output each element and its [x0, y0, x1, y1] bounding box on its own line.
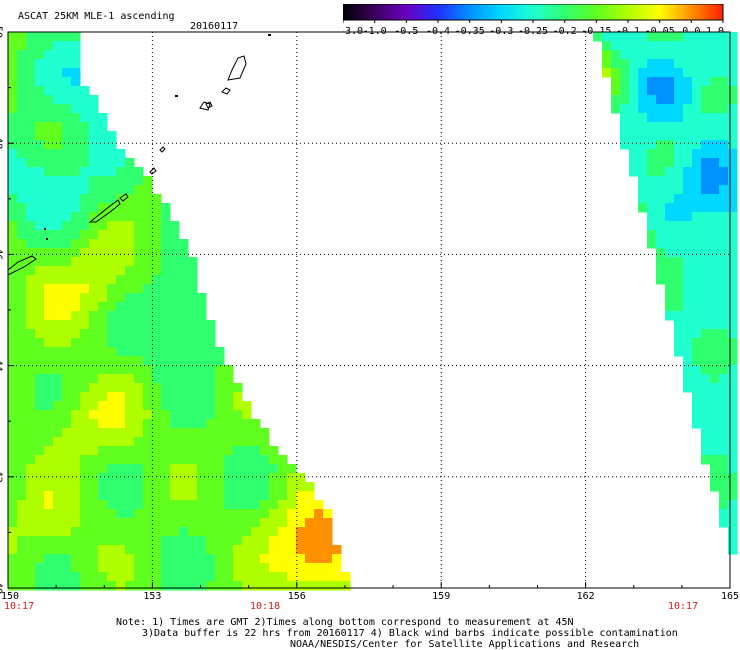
- lat-tick-label: 40: [0, 582, 4, 594]
- lon-tick-label: 165: [721, 591, 739, 600]
- lon-tick-label: 156: [288, 591, 306, 600]
- note-line-2: 3)Data buffer is 22 hrs from 20160117 4)…: [142, 628, 678, 639]
- note-line-1: Note: 1) Times are GMT 2)Times along bot…: [116, 617, 574, 628]
- time-label-middle: 10:18: [250, 601, 281, 612]
- colorbar-tick-label: -0.15: [581, 26, 611, 36]
- lon-tick-label: 162: [577, 591, 595, 600]
- coastline: [227, 55, 247, 81]
- product-date: 20160117: [190, 21, 239, 32]
- product-title: ASCAT 25KM MLE-1 ascending: [18, 11, 175, 22]
- colorbar-tick-label: -0.25: [518, 26, 548, 36]
- lat-tick-label: 42: [0, 471, 4, 483]
- colorbar-tick-label: -0.35: [455, 26, 485, 36]
- colorbar-tick-label: -0.05: [645, 26, 675, 36]
- lat-tick-label: 44: [0, 360, 4, 372]
- coastline: [149, 167, 157, 175]
- lat-tick-label: 48: [0, 137, 4, 149]
- coastline: [88, 199, 121, 223]
- colorbar: -3.0-1.0-0.5-0.4-0.35-0.3-0.25-0.2-0.15-…: [343, 4, 724, 36]
- lat-tick-label: 50: [0, 26, 4, 38]
- colorbar-tick-label: 1.0: [706, 26, 724, 36]
- time-label-right: 10:17: [668, 601, 699, 612]
- colorbar-tick-label: -1.0: [363, 26, 387, 36]
- colorbar-tick-label: -0.3: [489, 26, 513, 36]
- lon-tick-label: 150: [1, 591, 19, 600]
- lat-tick-label: 46: [0, 248, 4, 260]
- colorbar-tick-label: -0.2: [553, 26, 577, 36]
- coastline: [159, 146, 166, 153]
- coastline: [221, 87, 231, 95]
- note-line-3: NOAA/NESDIS/Center for Satellite Applica…: [290, 639, 640, 650]
- coastline: [199, 101, 211, 111]
- colorbar-tick-label: -3.0: [343, 26, 363, 36]
- colorbar-tick-label: -0.5: [394, 26, 418, 36]
- time-label-left: 10:17: [4, 601, 35, 612]
- lon-tick-label: 159: [432, 591, 450, 600]
- colorbar-tick-label: 0.0: [682, 26, 700, 36]
- coastline: [119, 193, 129, 202]
- lon-tick-label: 153: [143, 591, 161, 600]
- colorbar-tick-label: -0.1: [616, 26, 640, 36]
- coastline: [205, 101, 213, 109]
- colorbar-tick-label: -0.4: [426, 26, 450, 36]
